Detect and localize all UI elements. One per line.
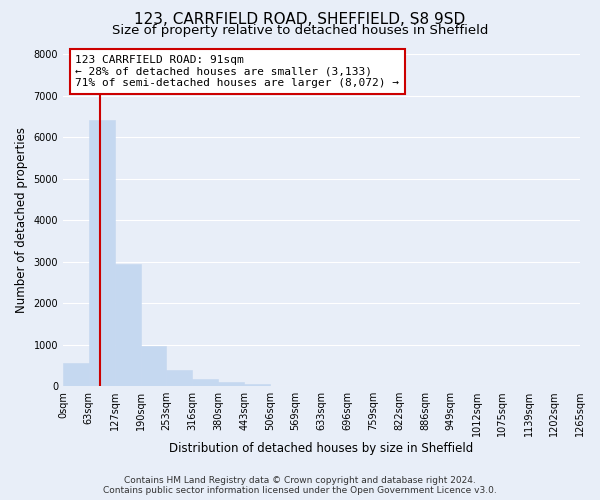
Bar xyxy=(140,346,166,386)
Text: 123 CARRFIELD ROAD: 91sqm
← 28% of detached houses are smaller (3,133)
71% of se: 123 CARRFIELD ROAD: 91sqm ← 28% of detac… xyxy=(76,55,400,88)
Y-axis label: Number of detached properties: Number of detached properties xyxy=(15,127,28,313)
Text: Contains HM Land Registry data © Crown copyright and database right 2024.
Contai: Contains HM Land Registry data © Crown c… xyxy=(103,476,497,495)
X-axis label: Distribution of detached houses by size in Sheffield: Distribution of detached houses by size … xyxy=(169,442,473,455)
Text: Size of property relative to detached houses in Sheffield: Size of property relative to detached ho… xyxy=(112,24,488,37)
Bar xyxy=(89,120,115,386)
Bar xyxy=(218,382,244,386)
Bar xyxy=(192,379,218,386)
Text: 123, CARRFIELD ROAD, SHEFFIELD, S8 9SD: 123, CARRFIELD ROAD, SHEFFIELD, S8 9SD xyxy=(134,12,466,28)
Bar xyxy=(244,384,270,386)
Bar xyxy=(115,264,140,386)
Bar xyxy=(63,363,89,386)
Bar xyxy=(166,370,192,386)
